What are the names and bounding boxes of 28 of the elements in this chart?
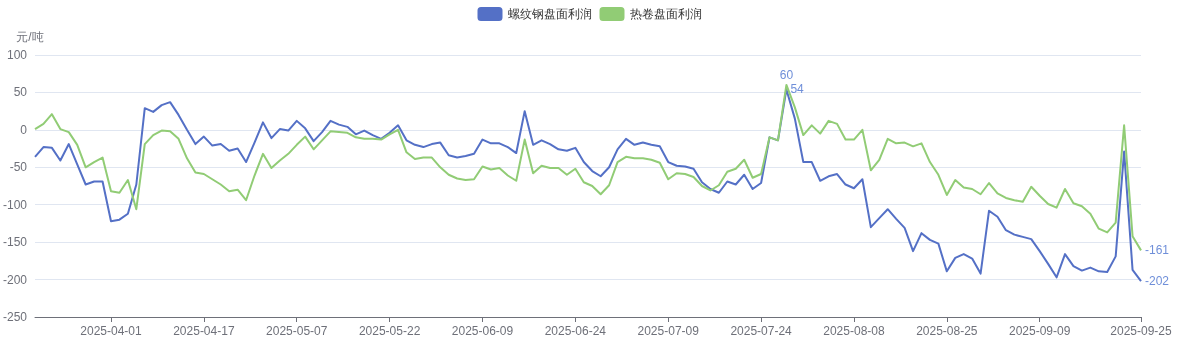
x-tick-label: 2025-04-17 <box>173 324 235 338</box>
data-label: 60 <box>779 67 794 82</box>
x-tick-label: 2025-08-08 <box>823 324 885 338</box>
x-tick-label: 2025-09-25 <box>1110 324 1173 338</box>
x-tick-label: 2025-08-25 <box>916 324 978 338</box>
x-tick-label: 2025-06-09 <box>451 324 514 338</box>
y-tick-label: -100 <box>2 197 28 212</box>
x-tick-label: 2025-04-01 <box>80 324 143 338</box>
line-series <box>34 83 1142 252</box>
y-axis-title: 元/吨 <box>16 30 44 44</box>
x-tick-label: 2025-09-09 <box>1008 324 1071 338</box>
y-tick-label: -250 <box>2 310 28 324</box>
data-label: -202 <box>1145 274 1170 289</box>
x-tick-label: 2025-07-09 <box>637 324 700 338</box>
x-tick-label: 2025-05-22 <box>358 324 421 338</box>
legend-label: 热卷盘面利润 <box>629 7 702 21</box>
y-tick-label: 50 <box>13 85 28 100</box>
y-tick-label: 100 <box>6 48 28 62</box>
x-tick-label: 2025-07-24 <box>730 324 793 338</box>
y-tick-label: -200 <box>2 272 28 287</box>
x-tick-label: 2025-06-24 <box>544 324 607 338</box>
data-label: 54 <box>790 82 805 97</box>
legend-label: 螺纹钢盘面利润 <box>507 7 592 21</box>
y-tick-label: -150 <box>2 235 28 250</box>
y-tick-label: -50 <box>9 160 28 175</box>
x-tick-label: 2025-05-07 <box>266 324 328 338</box>
y-tick-label: 0 <box>20 122 28 137</box>
data-label: -161 <box>1145 243 1170 258</box>
